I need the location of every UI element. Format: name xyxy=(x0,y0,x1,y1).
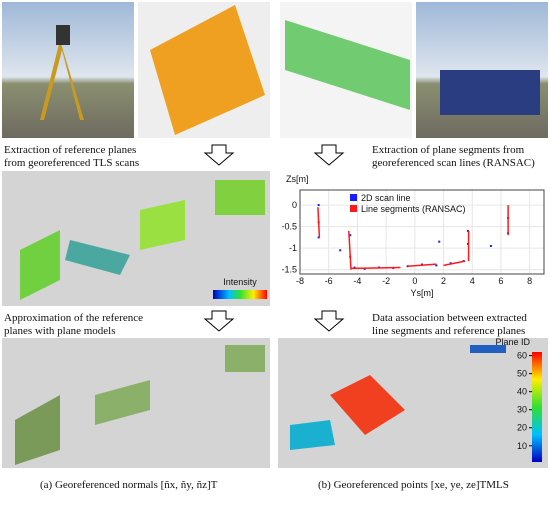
colorbar-tick-label: 10 xyxy=(517,441,527,451)
x-tick-label: -4 xyxy=(353,276,361,286)
x-tick-label: -6 xyxy=(325,276,333,286)
caption: from georeferenced TLS scans xyxy=(4,157,139,169)
plane-segments xyxy=(330,375,405,435)
colorbar-tick-label: 50 xyxy=(517,369,527,379)
scanner xyxy=(56,25,70,45)
arrow xyxy=(203,144,235,166)
x-tick-label: 6 xyxy=(498,276,503,286)
caption: Data association between extracted xyxy=(372,312,527,324)
x-tick-label: 8 xyxy=(527,276,532,286)
colorbar-label: Intensity xyxy=(223,277,257,287)
scan-point xyxy=(339,249,342,252)
legend-swatch xyxy=(350,194,357,201)
tls-point-cloud xyxy=(150,5,265,135)
legend-label: Line segments (RANSAC) xyxy=(361,204,466,214)
arrow xyxy=(313,310,345,332)
legend-label: 2D scan line xyxy=(361,193,411,203)
colorbar-tick-label: 30 xyxy=(517,405,527,415)
mls-trolley xyxy=(440,70,540,115)
scan-point xyxy=(489,245,492,247)
tripod xyxy=(40,40,84,120)
y-axis-label: Zs[m] xyxy=(286,174,309,184)
plane-model xyxy=(225,345,265,372)
association-panel xyxy=(278,338,548,468)
x-tick-label: 4 xyxy=(470,276,475,286)
plot-frame xyxy=(299,189,545,275)
intensity-colorbar xyxy=(213,290,267,299)
mls-point-cloud xyxy=(285,20,410,110)
plane-model xyxy=(15,395,60,465)
caption: georeferenced scan lines (RANSAC) xyxy=(372,157,535,169)
caption: line segments and reference planes xyxy=(372,325,525,337)
x-tick-label: -8 xyxy=(296,276,304,286)
panel-caption: (b) Georeferenced points [xe, ye, ze]TML… xyxy=(318,479,509,491)
x-tick-label: 0 xyxy=(412,276,417,286)
arrow xyxy=(313,144,345,166)
x-tick-label: 2 xyxy=(441,276,446,286)
scan-point xyxy=(349,234,352,237)
plane-id-colorbar xyxy=(532,352,542,462)
plane xyxy=(65,240,130,275)
plane-segments xyxy=(290,420,335,450)
scan-point xyxy=(317,204,320,207)
colorbar-tick-label: 60 xyxy=(517,351,527,361)
caption: Approximation of the reference xyxy=(4,312,143,324)
line-segments xyxy=(317,205,509,270)
caption: planes with plane models xyxy=(4,325,116,337)
plane-segments xyxy=(470,345,506,353)
colorbar-ticks: 10 20 30 40 50 60 xyxy=(517,351,532,451)
plane-model xyxy=(95,380,150,425)
plane xyxy=(140,200,185,250)
scan-point xyxy=(435,264,438,267)
chart: -8 -6 -4 -2 0 2 4 6 8 0 -0.5 -1 -1.5 Ys[m] Zs[m] 2D sca… xyxy=(281,174,545,298)
x-tick-label: -2 xyxy=(382,276,390,286)
caption: Extraction of reference planes xyxy=(4,144,136,156)
arrow xyxy=(203,310,235,332)
y-tick-label: -1 xyxy=(289,243,297,253)
x-axis-label: Ys[m] xyxy=(410,288,433,298)
plane xyxy=(20,230,60,300)
colorbar-label: Plane ID xyxy=(495,337,530,347)
scan-line-chart xyxy=(278,171,548,306)
y-tick-label: -1.5 xyxy=(281,265,297,275)
legend-swatch xyxy=(350,205,357,212)
panel-caption: (a) Georeferenced normals [ñx, ñy, ñz]T xyxy=(40,479,218,491)
plane xyxy=(215,180,265,215)
y-tick-label: -0.5 xyxy=(281,222,297,232)
caption: Extraction of plane segments from xyxy=(372,144,525,156)
y-tick-label: 0 xyxy=(292,200,297,210)
colorbar-tick-label: 20 xyxy=(517,423,527,433)
scan-point xyxy=(353,266,356,269)
scan-point xyxy=(438,240,441,243)
colorbar-tick-label: 40 xyxy=(517,387,527,397)
